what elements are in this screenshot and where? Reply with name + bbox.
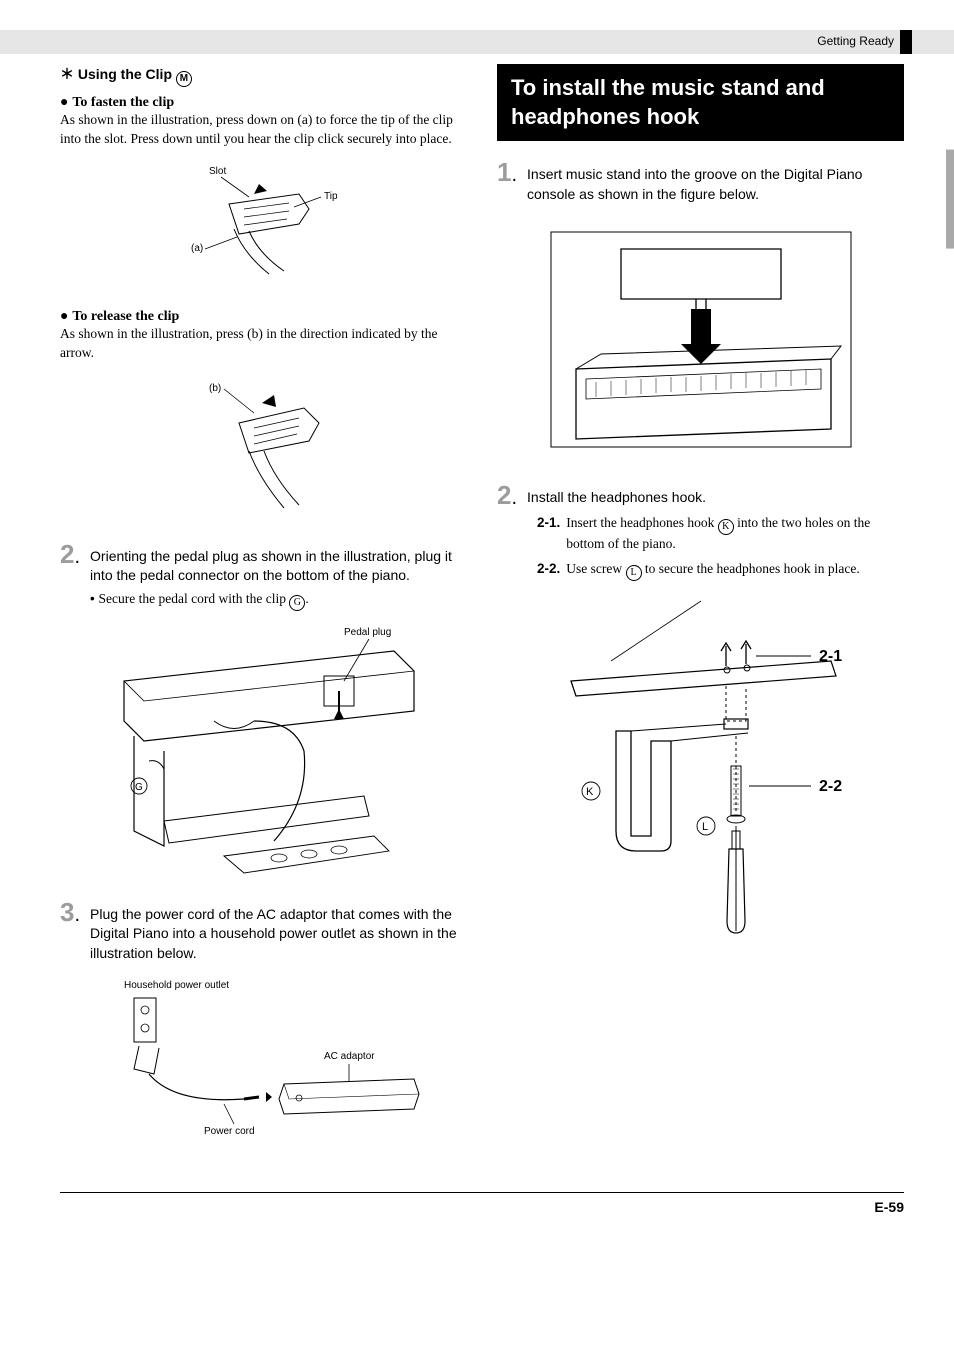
svg-text:AC adaptor: AC adaptor — [324, 1051, 375, 1062]
headphones-hook-diagram: 2-1 K 2-2 L — [531, 591, 871, 951]
language-tab: English — [946, 150, 954, 249]
symbol-k-inline: K — [718, 519, 734, 535]
svg-text:G: G — [135, 782, 143, 793]
right-step-1-text: Insert music stand into the groove on th… — [527, 159, 904, 204]
svg-text:Pedal plug: Pedal plug — [344, 627, 391, 638]
header-marker — [900, 30, 912, 54]
left-step-2-text: Orienting the pedal plug as shown in the… — [90, 547, 467, 586]
pedal-plug-diagram: Pedal plug — [94, 621, 434, 881]
clip-release-diagram: (b) — [154, 373, 374, 523]
right-step-2: 2. Install the headphones hook. 2-1. Ins… — [497, 482, 904, 580]
right-step-1: 1. Insert music stand into the groove on… — [497, 159, 904, 204]
step-number-2: 2 — [60, 539, 74, 569]
symbol-m: M — [176, 71, 192, 87]
header-section-label: Getting Ready — [817, 34, 894, 48]
using-clip-heading: ＊ Using the Clip M — [60, 64, 467, 87]
clip-fasten-diagram: Slot Tip (a) — [149, 159, 379, 289]
section-title: To install the music stand and headphone… — [497, 64, 904, 141]
svg-text:(a): (a) — [191, 243, 203, 254]
svg-text:Household power outlet: Household power outlet — [124, 980, 229, 991]
fasten-clip-heading: To fasten the clip — [60, 93, 467, 111]
symbol-l-inline: L — [626, 565, 642, 581]
left-step-2-sub: Secure the pedal cord with the clip G. — [102, 590, 467, 611]
right-step-2-text: Install the headphones hook. — [527, 488, 904, 508]
fasten-clip-para: As shown in the illustration, press down… — [60, 111, 467, 149]
step-number-2r: 2 — [497, 480, 511, 510]
page-footer: E-59 — [60, 1192, 904, 1215]
substep-2-1: 2-1. Insert the headphones hook K into t… — [537, 514, 904, 554]
power-cord-diagram: Household power outlet AC adaptor Power — [84, 974, 444, 1144]
substep-2-2: 2-2. Use screw L to secure the headphone… — [537, 560, 904, 581]
music-stand-diagram — [531, 214, 871, 464]
step-number-3: 3 — [60, 897, 74, 927]
svg-text:Slot: Slot — [209, 166, 226, 177]
svg-text:Tip: Tip — [324, 191, 338, 202]
release-clip-para: As shown in the illustration, press (b) … — [60, 325, 467, 363]
left-step-2: 2. Orienting the pedal plug as shown in … — [60, 541, 467, 611]
svg-text:Power cord: Power cord — [204, 1126, 255, 1137]
symbol-g-inline: G — [289, 595, 305, 611]
svg-text:L: L — [702, 821, 708, 833]
step-number-1: 1 — [497, 157, 511, 187]
svg-text:2-1: 2-1 — [819, 648, 842, 665]
svg-text:2-2: 2-2 — [819, 778, 842, 795]
header-bar: Getting Ready — [0, 30, 954, 54]
left-step-3: 3. Plug the power cord of the AC adaptor… — [60, 899, 467, 964]
svg-text:(b): (b) — [209, 383, 221, 394]
left-step-3-text: Plug the power cord of the AC adaptor th… — [90, 899, 467, 964]
page-number: E-59 — [874, 1199, 904, 1215]
svg-text:K: K — [586, 786, 594, 798]
release-clip-heading: To release the clip — [60, 307, 467, 325]
